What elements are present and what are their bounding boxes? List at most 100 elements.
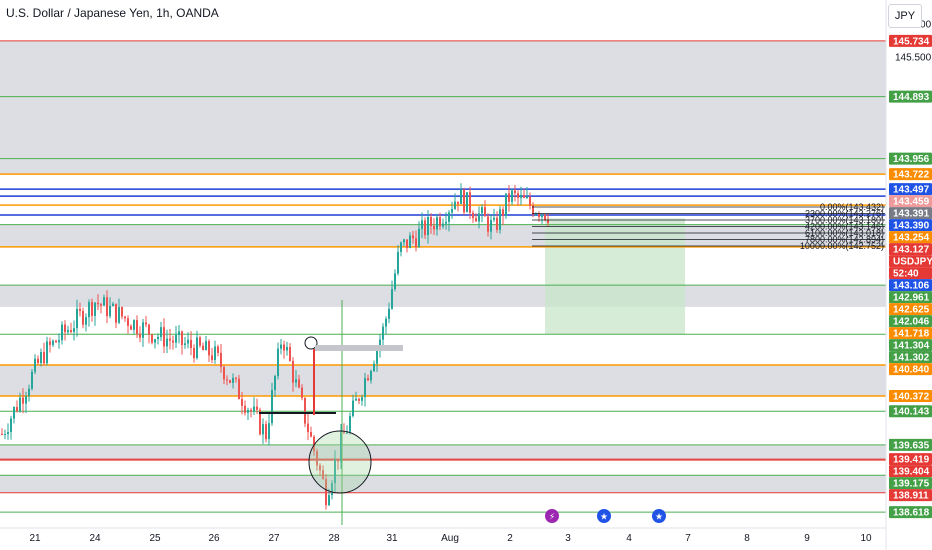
event-markers[interactable]: ⚡ ★ ★ xyxy=(545,509,666,523)
candle-body xyxy=(184,343,186,346)
price-tag[interactable] xyxy=(889,390,932,403)
candle-body xyxy=(70,330,72,333)
price-tag[interactable] xyxy=(889,195,932,208)
price-tag[interactable] xyxy=(889,183,932,196)
candle-body xyxy=(238,378,240,400)
gray-zone xyxy=(0,475,886,493)
price-axis-label: 145.500 xyxy=(895,52,932,63)
price-tag[interactable] xyxy=(889,90,932,103)
candle-body xyxy=(310,432,312,437)
price-tag-label: 139.404 xyxy=(893,467,930,478)
candle-body xyxy=(274,376,276,390)
candle-body xyxy=(358,398,360,401)
candle-body xyxy=(421,220,423,229)
currency-button[interactable]: JPY xyxy=(888,4,922,28)
annotations[interactable] xyxy=(259,300,403,525)
price-tag[interactable] xyxy=(889,315,932,328)
candle-body xyxy=(514,190,516,194)
horizontal-levels[interactable] xyxy=(0,40,886,513)
target-zone[interactable] xyxy=(545,218,685,335)
candle-body xyxy=(289,346,291,361)
candle-body xyxy=(55,340,57,343)
price-tag[interactable] xyxy=(889,363,932,376)
event-glyph: ★ xyxy=(600,513,608,523)
price-tag[interactable] xyxy=(889,279,932,292)
flash-event-icon[interactable]: ⚡ xyxy=(545,509,559,523)
us-flag-event-icon[interactable]: ★ xyxy=(652,509,666,523)
price-tag[interactable] xyxy=(889,34,932,47)
candle-body xyxy=(22,397,24,404)
price-axis[interactable]: 146.000145.500141.500141.066139.046145.7… xyxy=(885,0,932,550)
candle-body xyxy=(208,341,210,356)
time-axis-label: 26 xyxy=(208,533,220,544)
candle-body xyxy=(406,239,408,248)
candle-body xyxy=(328,495,330,506)
candle-body xyxy=(64,324,66,333)
candle-body xyxy=(340,432,342,462)
candle-body xyxy=(7,432,9,435)
price-tag-label: 140.372 xyxy=(893,392,930,403)
chart-title: U.S. Dollar / Japanese Yen, 1h, OANDA xyxy=(6,6,219,20)
time-axis[interactable]: 21 24 25 26 27 28 31 Aug 2 3 4 7 8 9 10 xyxy=(0,527,886,544)
price-tag[interactable] xyxy=(889,255,932,268)
candle-body xyxy=(109,306,111,317)
candle-body xyxy=(82,311,84,325)
price-tag[interactable] xyxy=(889,489,932,502)
candle-body xyxy=(469,192,471,213)
event-badge xyxy=(545,509,559,523)
candle-body xyxy=(154,339,156,343)
time-axis-label: Aug xyxy=(441,533,459,544)
candle-body xyxy=(457,201,459,204)
price-tag[interactable] xyxy=(889,506,932,519)
price-tag[interactable] xyxy=(889,405,932,418)
candle-body xyxy=(292,360,294,383)
candle-body xyxy=(283,344,285,351)
price-tag[interactable] xyxy=(889,477,932,490)
candle-body xyxy=(187,339,189,344)
price-tag[interactable] xyxy=(889,303,932,316)
price-tag[interactable] xyxy=(889,351,932,364)
price-tag[interactable] xyxy=(889,465,932,478)
candle-body xyxy=(163,327,165,347)
price-tag-label: 145.734 xyxy=(893,36,930,47)
price-tag[interactable] xyxy=(889,453,932,466)
candle-body xyxy=(190,339,192,348)
price-tag[interactable] xyxy=(889,339,932,352)
price-tag[interactable] xyxy=(889,219,932,232)
price-tag[interactable] xyxy=(889,327,932,340)
candle-body xyxy=(538,213,540,218)
event-badge xyxy=(652,509,666,523)
price-tag[interactable] xyxy=(889,267,932,280)
gray-marker[interactable] xyxy=(315,345,403,351)
candle-body xyxy=(367,378,369,381)
price-tag[interactable] xyxy=(889,168,932,181)
candle-body xyxy=(511,190,513,202)
candle-body xyxy=(178,331,180,335)
price-tag[interactable] xyxy=(889,207,932,220)
candle-body xyxy=(355,398,357,401)
price-tag[interactable] xyxy=(889,231,932,244)
candle-body xyxy=(133,320,135,330)
price-tag[interactable] xyxy=(889,291,932,304)
candle-body xyxy=(277,348,279,377)
price-tag[interactable] xyxy=(889,243,932,256)
candle-body xyxy=(451,208,453,213)
candle-body xyxy=(373,363,375,372)
candle-body xyxy=(529,196,531,206)
candle-body xyxy=(118,307,120,323)
fib-extension[interactable]: 0.00%(143.432)2300.00%(143.276)3700.00%(… xyxy=(532,202,885,251)
candle-body xyxy=(316,451,318,466)
price-tag[interactable] xyxy=(889,438,932,451)
candle-body xyxy=(334,459,336,484)
price-tag[interactable] xyxy=(889,152,932,165)
time-axis-label: 9 xyxy=(804,533,810,544)
candle-body xyxy=(58,340,60,343)
candle-body xyxy=(313,436,315,452)
price-tag-label: 139.175 xyxy=(893,479,930,490)
long-position-box[interactable] xyxy=(545,218,685,335)
us-flag-event-icon[interactable]: ★ xyxy=(597,509,611,523)
price-tag-label: 143.254 xyxy=(893,233,930,244)
small-circle-annotation[interactable] xyxy=(304,336,318,350)
circle-annotation[interactable] xyxy=(308,430,372,494)
